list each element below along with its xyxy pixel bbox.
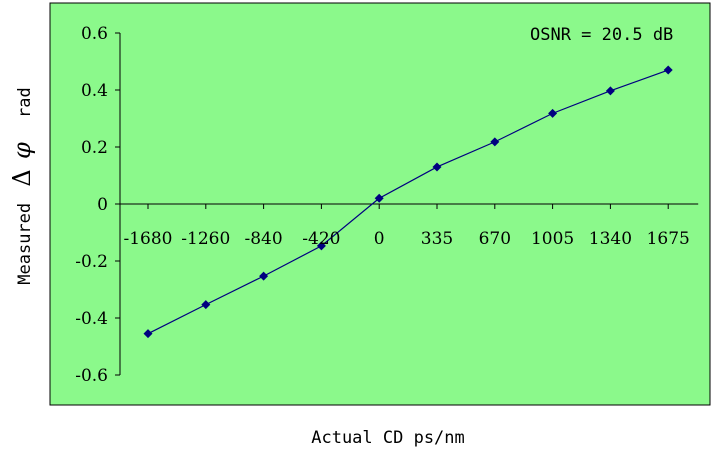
x-tick-label: 335 xyxy=(421,229,453,249)
data-point xyxy=(432,162,442,172)
x-axis-title: Actual CD ps/nm xyxy=(311,428,465,448)
series-layer xyxy=(143,65,673,339)
y-axis-title-suffix: rad xyxy=(15,87,35,118)
data-point xyxy=(143,329,153,339)
y-tick-label: 0.4 xyxy=(81,81,108,101)
y-tick-label: 0.6 xyxy=(81,24,108,44)
y-tick-label: -0.4 xyxy=(75,309,108,329)
x-tick-label: 1005 xyxy=(531,229,574,249)
data-point xyxy=(605,86,615,96)
x-tick-label: -1260 xyxy=(181,229,230,249)
data-point xyxy=(374,193,384,203)
x-tick-label: -840 xyxy=(244,229,282,249)
y-tick-label: -0.2 xyxy=(75,252,108,272)
data-point xyxy=(259,271,269,281)
y-tick-label: 0 xyxy=(97,195,108,215)
x-tick-label: 670 xyxy=(479,229,511,249)
x-tick-label: 1340 xyxy=(589,229,632,249)
osnr-annotation: OSNR = 20.5 dB xyxy=(530,25,673,45)
series-line xyxy=(147,69,669,335)
x-tick-label: -420 xyxy=(302,229,340,249)
data-point xyxy=(548,108,558,118)
data-point xyxy=(490,137,500,147)
y-tick-label: -0.6 xyxy=(75,366,108,386)
x-tick-label: 1675 xyxy=(647,229,690,249)
y-tick-label: 0.2 xyxy=(81,138,108,158)
y-axis-title-phi: φ xyxy=(8,142,36,159)
axes xyxy=(115,32,699,376)
data-point xyxy=(201,300,211,310)
y-axis-title: Measured Δ φ rad xyxy=(8,87,36,285)
y-axis-title-prefix: Measured xyxy=(15,203,35,285)
x-tick-label: 0 xyxy=(374,229,385,249)
data-point xyxy=(316,241,326,251)
data-point xyxy=(663,65,673,75)
labels-layer: 0.6 0.4 0.2 0 -0.2 -0.4 -0.6 -1680 -1260 -840 -420… xyxy=(75,24,690,386)
y-axis-title-delta: Δ xyxy=(8,169,36,186)
x-tick-label: -1680 xyxy=(123,229,172,249)
